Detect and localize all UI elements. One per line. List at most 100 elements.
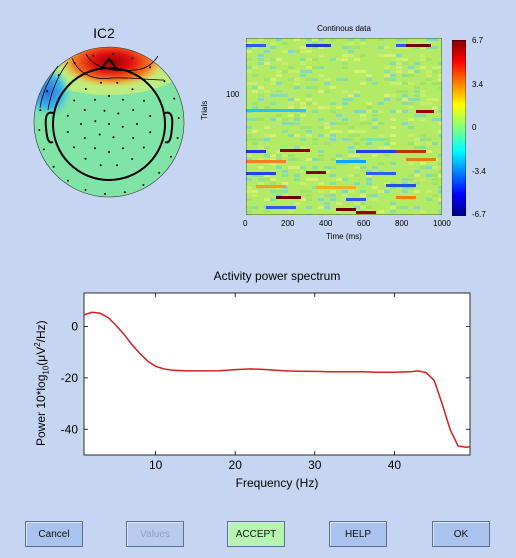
erp-stripe — [306, 44, 331, 47]
erp-stripe — [336, 160, 366, 163]
electrode-dot — [112, 53, 114, 56]
values-button[interactable]: Values — [126, 521, 184, 547]
electrode-dot — [121, 125, 124, 128]
topo-title: IC2 — [93, 25, 115, 41]
erp-stripe — [306, 171, 326, 174]
electrode-dot — [131, 158, 134, 160]
electrode-dot — [75, 77, 78, 80]
electrode-dot — [122, 98, 124, 101]
electrode-dot — [94, 98, 96, 101]
electrode-dot — [132, 109, 135, 111]
electrode-dot — [131, 57, 134, 60]
colorbar — [452, 40, 466, 216]
electrode-dot — [161, 105, 164, 108]
cancel-button[interactable]: Cancel — [25, 521, 83, 547]
electrode-dot — [136, 123, 138, 125]
electrode-dot — [112, 136, 115, 139]
electrode-dot — [140, 168, 143, 171]
electrode-dot — [66, 131, 69, 133]
spectrum-line — [83, 311, 471, 449]
electrode-dot — [143, 99, 145, 102]
electrode-dot — [80, 123, 82, 125]
electrode-dot — [116, 81, 119, 84]
electrode-dot — [108, 95, 110, 97]
electrode-dot — [73, 62, 76, 64]
electrode-dot — [153, 155, 156, 158]
electrode-dot — [94, 147, 96, 150]
electrode-dot — [57, 74, 60, 77]
erp-stripe — [276, 196, 301, 199]
erp-ytick: 100 — [226, 90, 240, 99]
electrode-dot — [52, 123, 54, 125]
electrode-dot — [108, 123, 110, 125]
erp-ylabel: Trials — [200, 100, 209, 120]
colorbar-tick-max: 6.7 — [472, 36, 484, 45]
erp-stripe — [246, 150, 266, 153]
scalp-map: IC2 — [33, 25, 185, 198]
erp-image — [246, 38, 442, 215]
erp-stripe — [356, 211, 376, 214]
erp-xtick: 1000 — [433, 219, 451, 228]
electrode-dot — [153, 90, 156, 93]
electrode-dot — [52, 165, 55, 168]
electrode-dot — [98, 133, 101, 136]
colorbar-tick-min: -6.7 — [472, 210, 486, 219]
electrode-dot — [75, 168, 78, 171]
electrode-dot — [177, 117, 180, 119]
erp-xtick: 0 — [243, 219, 248, 228]
electrode-dot — [42, 148, 45, 151]
erp-stripe — [316, 186, 356, 189]
spectrum-xtick-label: 20 — [229, 458, 243, 472]
electrode-dot — [108, 151, 110, 153]
colorbar-tick-hi: 3.4 — [472, 80, 484, 89]
electrode-dot — [125, 176, 128, 179]
electrode-dot — [100, 81, 102, 84]
electrode-dot — [99, 164, 102, 167]
colorbar-tick-lo: -3.4 — [472, 167, 486, 176]
erp-xtick: 800 — [395, 219, 409, 228]
spectrum-xlabel: Frequency (Hz) — [235, 476, 319, 490]
electrode-dot — [161, 140, 164, 143]
electrode-dot — [163, 80, 166, 83]
erp-xtick: 200 — [281, 219, 295, 228]
electrode-dot — [142, 146, 145, 149]
electrode-dot — [66, 114, 69, 117]
electrode-dot — [54, 105, 57, 108]
electrode-dot — [83, 109, 86, 111]
electrode-dot — [149, 66, 152, 69]
electrode-dot — [73, 146, 75, 149]
spectrum-ylabel: Power 10*log10(μV2/Hz) — [33, 320, 51, 446]
spectrum-ytick-label: -40 — [61, 422, 79, 436]
electrode-dot — [131, 88, 134, 91]
electrode-dot — [169, 155, 172, 158]
electrode-dot — [46, 90, 49, 93]
electrode-dot — [142, 184, 145, 186]
electrode-dot — [173, 97, 176, 100]
accept-button[interactable]: ACCEPT — [227, 521, 285, 547]
electrode-dot — [62, 155, 65, 158]
electrode-dot — [39, 109, 42, 112]
electrode-dot — [54, 140, 57, 143]
electrode-dot — [62, 90, 65, 93]
erp-stripe — [386, 184, 416, 187]
electrode-dot — [94, 120, 97, 123]
colorbar-tick-zero: 0 — [472, 123, 477, 132]
electrode-dot — [83, 137, 86, 139]
electrode-dot — [164, 123, 166, 125]
erp-stripe — [246, 160, 286, 163]
electrode-dot — [116, 164, 118, 167]
erp-xlabel: Time (ms) — [326, 232, 362, 241]
electrode-dot — [125, 69, 128, 72]
help-button[interactable]: HELP — [329, 521, 387, 547]
erp-stripe — [246, 172, 276, 175]
erp-stripe — [256, 185, 286, 188]
erp-title: Continous data — [317, 24, 371, 33]
erp-stripe — [356, 150, 396, 153]
spectrum-plot: 0 -20 -40 10 20 30 40 — [61, 292, 471, 472]
electrode-dot — [103, 109, 106, 112]
ok-button[interactable]: OK — [432, 521, 490, 547]
electrode-dot — [66, 179, 69, 182]
electrode-dot — [90, 69, 93, 72]
electrode-dot — [176, 136, 179, 139]
electrode-dot — [149, 131, 152, 134]
